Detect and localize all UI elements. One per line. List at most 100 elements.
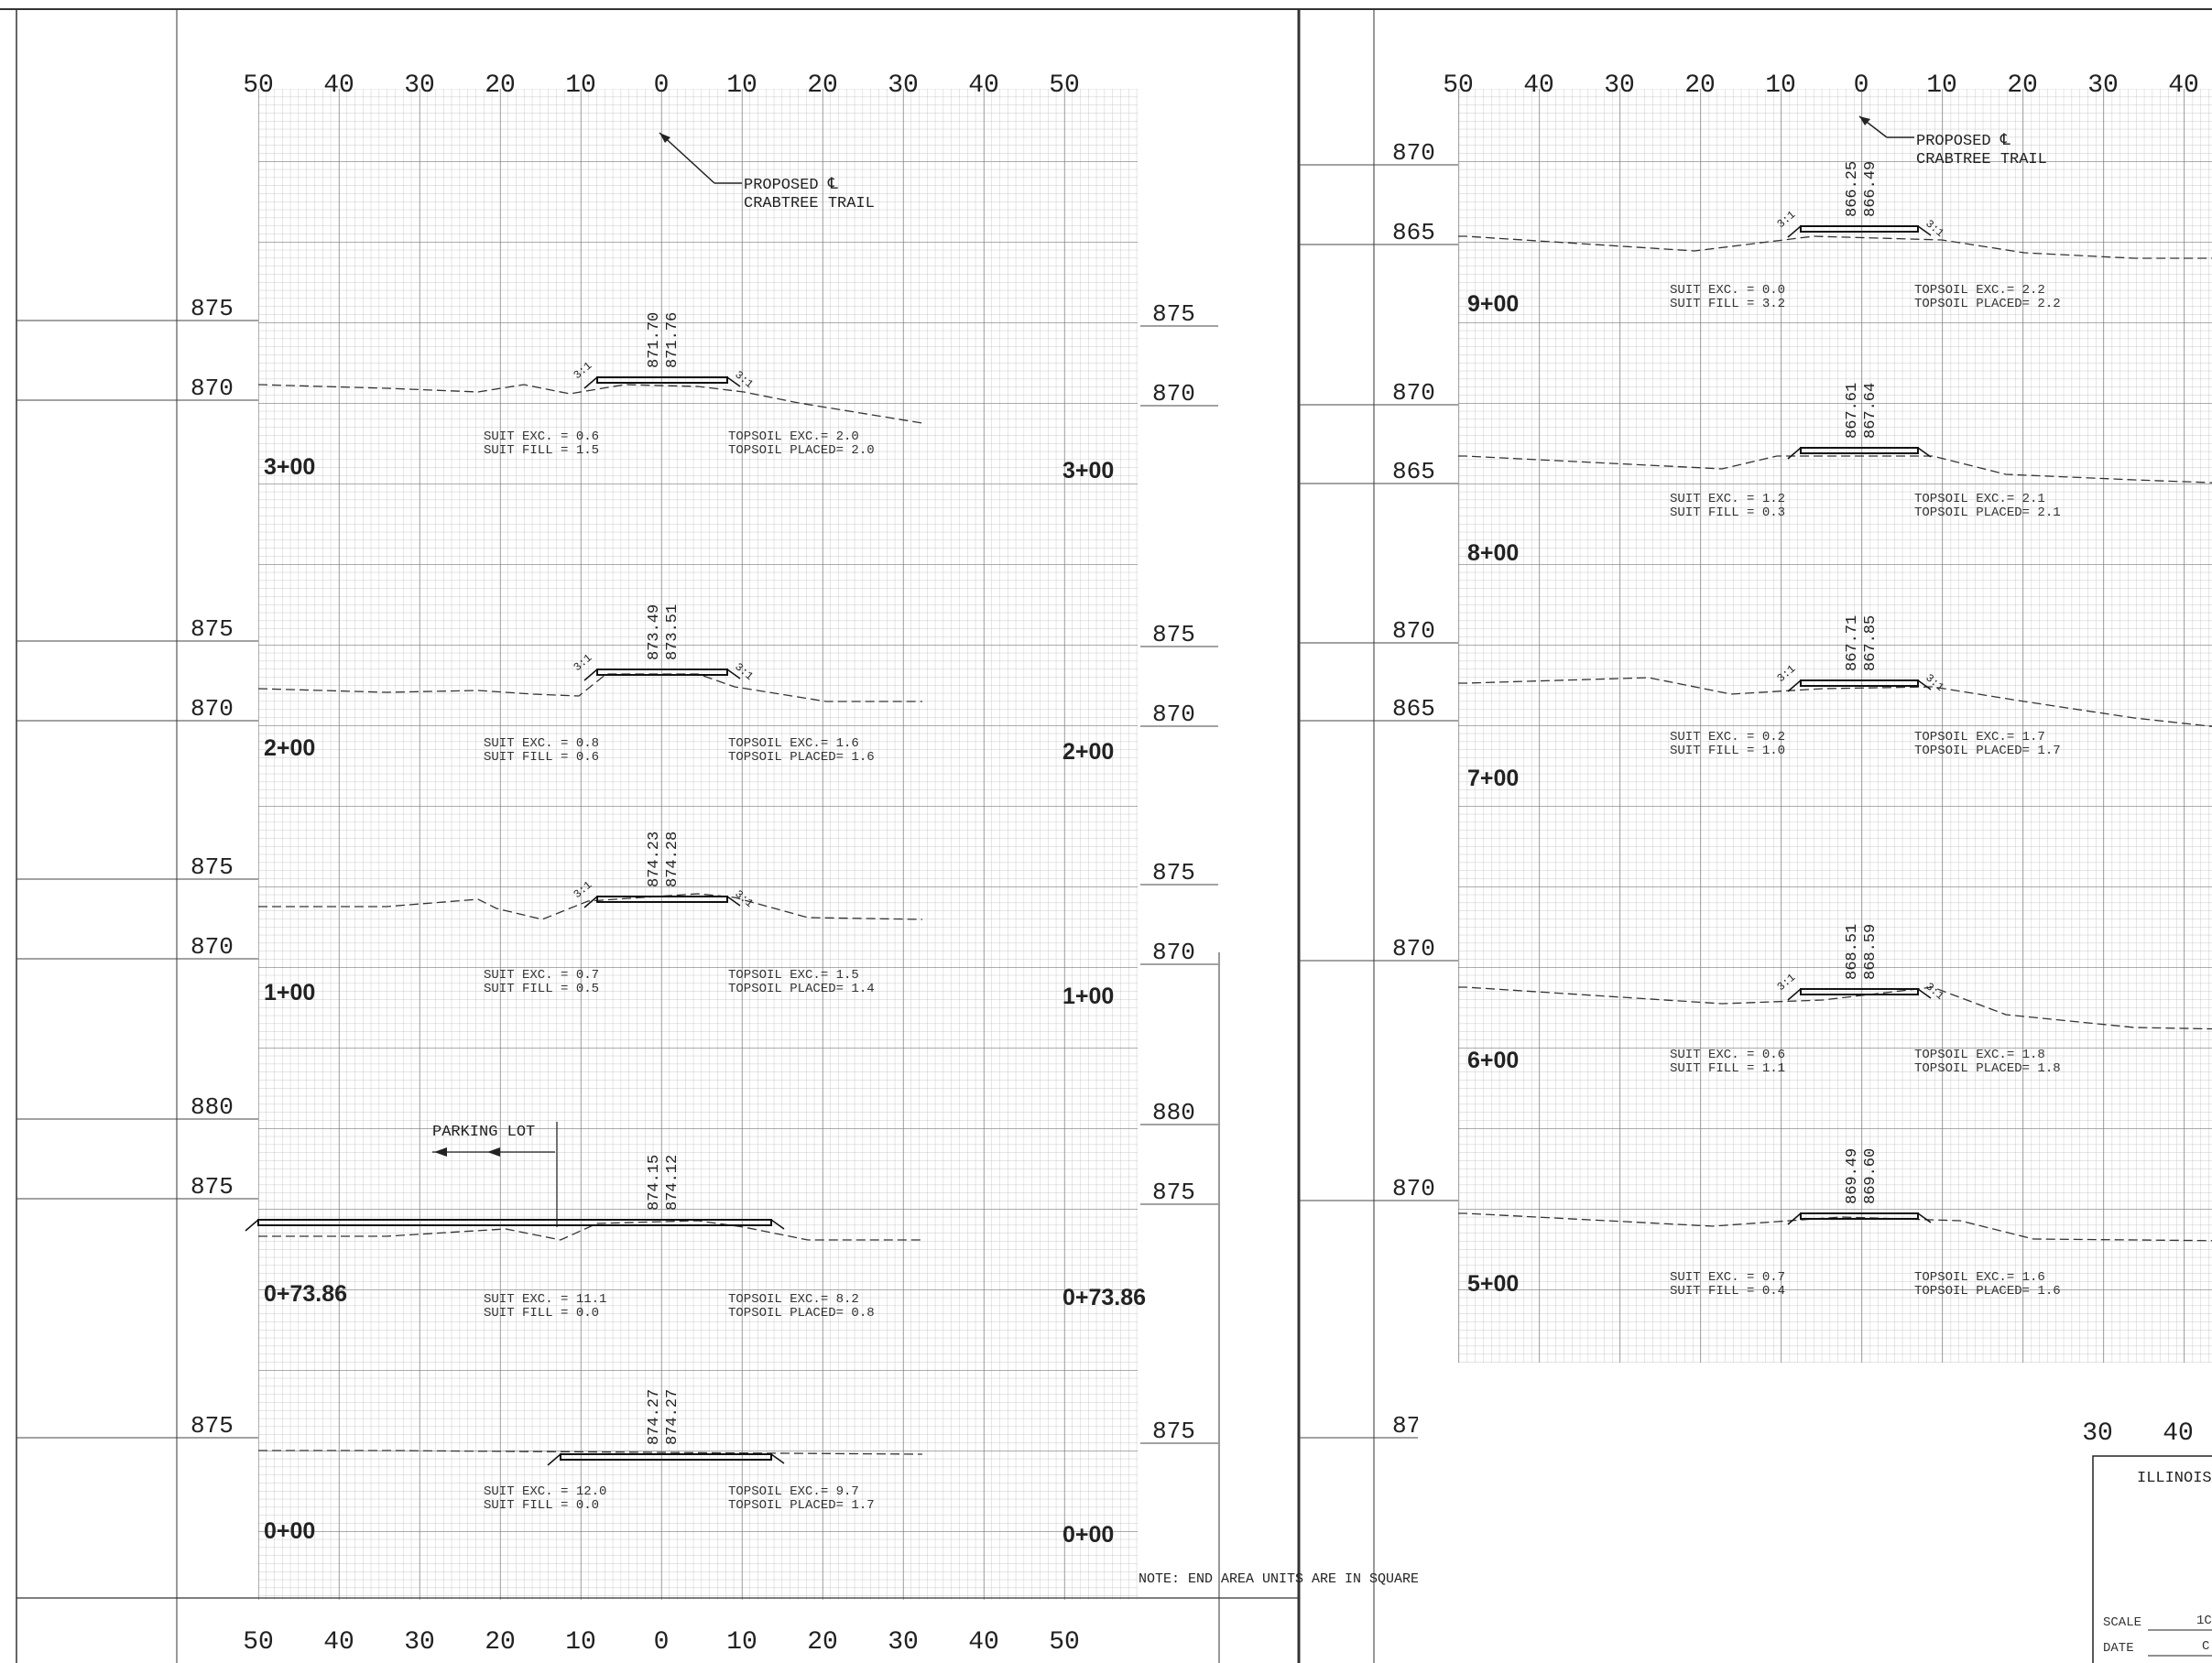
suitable-fill: SUIT FILL = 0.4	[1670, 1284, 1785, 1299]
parking-lot-callout: PARKING LOT	[432, 1122, 558, 1227]
suitable-fill: SUIT FILL = 0.6	[484, 750, 599, 765]
station-label-right: 2+00	[1062, 739, 1114, 765]
parking-lot-label: PARKING LOT	[432, 1124, 535, 1141]
topsoil-excavation: TOPSOIL EXC.= 8.2	[728, 1292, 859, 1307]
proposed-centerline-label: PROPOSED ℄	[744, 177, 838, 194]
offset-tick-bottom: 20	[485, 1628, 516, 1657]
offset-tick-bottom: 40	[323, 1628, 354, 1657]
elevation-label: 865	[1392, 458, 1435, 485]
existing-ground-line	[1458, 1212, 2212, 1242]
topsoil-excavation: TOPSOIL EXC.= 1.5	[728, 968, 859, 983]
offset-tick-top-right: 20	[2007, 71, 2038, 100]
suitable-excavation: SUIT EXC. = 12.0	[484, 1484, 606, 1499]
offset-tick-bottom: 10	[565, 1628, 596, 1657]
proposed-trail-section	[1800, 988, 1919, 995]
suitable-fill: SUIT FILL = 0.5	[484, 982, 599, 996]
existing-grade-elevation: 867.61	[1844, 383, 1861, 439]
existing-grade-elevation: 874.27	[646, 1389, 663, 1445]
station-label: 1+00	[264, 980, 315, 1005]
suitable-excavation: SUIT EXC. = 11.1	[484, 1292, 606, 1307]
existing-ground-line	[1458, 235, 2212, 259]
proposed-trail-section	[257, 1219, 772, 1226]
suitable-fill: SUIT FILL = 1.0	[1670, 744, 1785, 758]
topsoil-placed: TOPSOIL PLACED= 1.4	[728, 982, 875, 996]
topsoil-excavation: TOPSOIL EXC.= 1.6	[728, 736, 859, 751]
end-area-note: NOTE: END AREA UNITS ARE IN SQUARE FEET.	[1139, 1571, 1468, 1587]
existing-ground-line	[258, 1450, 923, 1455]
suitable-fill: SUIT FILL = 1.5	[484, 443, 599, 458]
station-label: 9+00	[1467, 291, 1519, 317]
station-label-right: 0+00	[1062, 1522, 1114, 1548]
elevation-label: 870	[191, 933, 234, 961]
topsoil-excavation: TOPSOIL EXC.= 2.1	[1914, 492, 2045, 506]
station-label: 7+00	[1467, 766, 1519, 791]
elevation-label-right: 875	[1152, 621, 1195, 648]
topsoil-placed: TOPSOIL PLACED= 1.6	[1914, 1284, 2061, 1299]
trail-name-label: CRABTREE TRAIL	[744, 195, 875, 212]
existing-grade-elevation: 871.70	[646, 312, 663, 368]
topsoil-excavation: TOPSOIL EXC.= 2.0	[728, 429, 859, 444]
offset-tick-bottom: 30	[404, 1628, 435, 1657]
offset-tick-top: 40	[323, 71, 354, 100]
existing-grade-elevation: 867.71	[1844, 615, 1861, 671]
elevation-label: 875	[191, 1173, 234, 1201]
existing-ground-line	[257, 673, 922, 702]
proposed-centerline-label-right: PROPOSED ℄	[1916, 133, 2010, 150]
topsoil-excavation: TOPSOIL EXC.= 1.8	[1914, 1048, 2045, 1062]
topsoil-placed: TOPSOIL PLACED= 2.2	[1914, 297, 2061, 311]
date-value: C	[2202, 1639, 2209, 1654]
cross-section: 870 865 867.61 867.64 8+00 SUIT EXC. = 1.2SUI…	[1299, 379, 2212, 566]
elevation-label: 870	[191, 375, 234, 402]
proposed-grade-elevation: 874.12	[664, 1155, 681, 1211]
topsoil-excavation: TOPSOIL EXC.= 2.2	[1914, 283, 2045, 298]
suitable-excavation: SUIT EXC. = 0.8	[484, 736, 599, 751]
suitable-excavation: SUIT EXC. = 0.2	[1670, 730, 1785, 745]
elevation-label-right: 880	[1152, 1099, 1195, 1126]
proposed-trail-section	[1800, 225, 1919, 233]
elevation-label: 870	[1392, 379, 1435, 407]
station-label-right: 0+73.86	[1062, 1285, 1146, 1310]
title-block-org: ILLINOIS	[2137, 1470, 2212, 1487]
elevation-label: 870	[191, 695, 234, 723]
scale-label: SCALE	[2103, 1615, 2141, 1630]
date-label: DATE	[2103, 1641, 2134, 1656]
offset-tick-top: 40	[968, 71, 999, 100]
suitable-fill: SUIT FILL = 0.0	[484, 1306, 599, 1321]
offset-tick-bottom: 30	[888, 1628, 919, 1657]
proposed-trail-section	[596, 896, 728, 903]
proposed-trail-section	[596, 668, 728, 676]
elevation-label-right: 870	[1152, 380, 1195, 408]
existing-grade-elevation: 873.49	[646, 604, 663, 660]
suitable-excavation: SUIT EXC. = 0.7	[484, 968, 599, 983]
existing-ground-line	[258, 1220, 922, 1241]
offset-tick-bottom: 50	[1049, 1628, 1080, 1657]
offset-tick-top-right: 20	[1684, 71, 1716, 100]
elevation-label: 880	[191, 1093, 234, 1121]
proposed-trail-section	[596, 376, 728, 384]
existing-grade-elevation: 874.23	[646, 832, 663, 887]
station-label: 6+00	[1467, 1048, 1519, 1073]
station-label-right: 1+00	[1062, 984, 1114, 1009]
offset-tick-partial: 30	[2082, 1419, 2113, 1448]
elevation-label: 875	[191, 295, 234, 322]
station-label: 0+00	[264, 1518, 315, 1544]
suitable-fill: SUIT FILL = 0.0	[484, 1498, 599, 1513]
proposed-trail-section	[560, 1453, 772, 1461]
offset-tick-top-right: 10	[1765, 71, 1796, 100]
offset-tick-top-right: 40	[1523, 71, 1554, 100]
topsoil-placed: TOPSOIL PLACED= 2.0	[728, 443, 875, 458]
title-block: ILLINOIS SCALE 1C DATE C	[1418, 1363, 2212, 1663]
existing-grade-elevation: 869.49	[1844, 1148, 1861, 1204]
offset-tick-top-right: 40	[2168, 71, 2199, 100]
proposed-grade-elevation: 871.76	[664, 312, 681, 368]
offset-tick-top-right: 50	[1443, 71, 1474, 100]
proposed-grade-elevation: 874.27	[664, 1389, 681, 1445]
proposed-grade-elevation: 868.59	[1862, 924, 1880, 980]
proposed-grade-elevation: 873.51	[664, 604, 681, 660]
topsoil-placed: TOPSOIL PLACED= 1.7	[1914, 744, 2061, 758]
offset-tick-top-right: 0	[1854, 71, 1869, 100]
station-label: 0+73.86	[264, 1281, 347, 1307]
